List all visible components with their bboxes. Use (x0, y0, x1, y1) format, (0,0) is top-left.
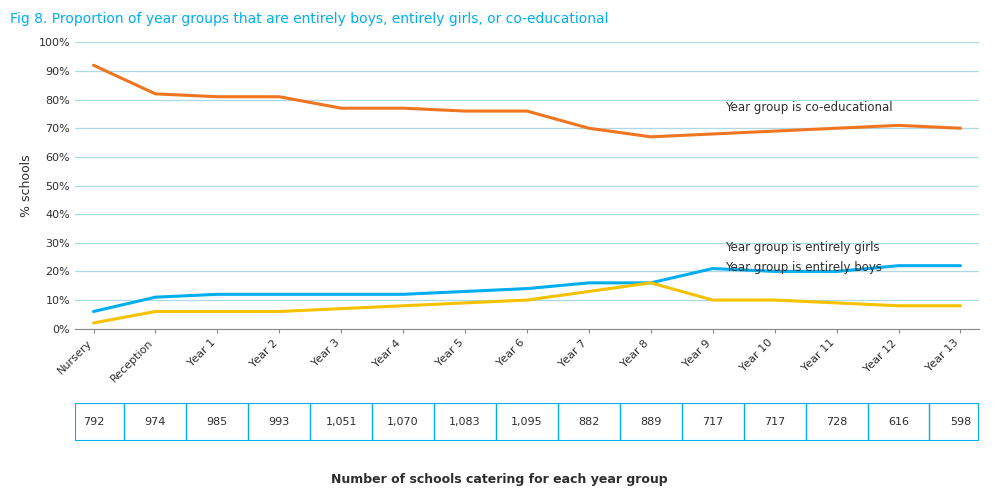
Text: 728: 728 (826, 417, 847, 427)
Text: 1,070: 1,070 (388, 417, 419, 427)
Text: Number of schools catering for each year group: Number of schools catering for each year… (332, 473, 667, 486)
Text: 993: 993 (269, 417, 290, 427)
Y-axis label: % schools: % schools (20, 154, 33, 217)
Text: 1,083: 1,083 (450, 417, 481, 427)
Text: 1,051: 1,051 (326, 417, 357, 427)
Text: 717: 717 (764, 417, 785, 427)
Text: 985: 985 (207, 417, 228, 427)
Text: Year group is entirely girls: Year group is entirely girls (725, 241, 880, 254)
Text: 598: 598 (950, 417, 971, 427)
Text: Year group is entirely boys: Year group is entirely boys (725, 261, 882, 274)
Text: Year group is co-educational: Year group is co-educational (725, 101, 893, 114)
Text: Fig 8. Proportion of year groups that are entirely boys, entirely girls, or co-e: Fig 8. Proportion of year groups that ar… (10, 12, 608, 26)
Text: 1,095: 1,095 (511, 417, 542, 427)
Text: 717: 717 (702, 417, 723, 427)
Text: 889: 889 (640, 417, 661, 427)
Text: 616: 616 (888, 417, 909, 427)
Text: 974: 974 (145, 417, 166, 427)
Text: 882: 882 (578, 417, 599, 427)
Text: 792: 792 (83, 417, 104, 427)
